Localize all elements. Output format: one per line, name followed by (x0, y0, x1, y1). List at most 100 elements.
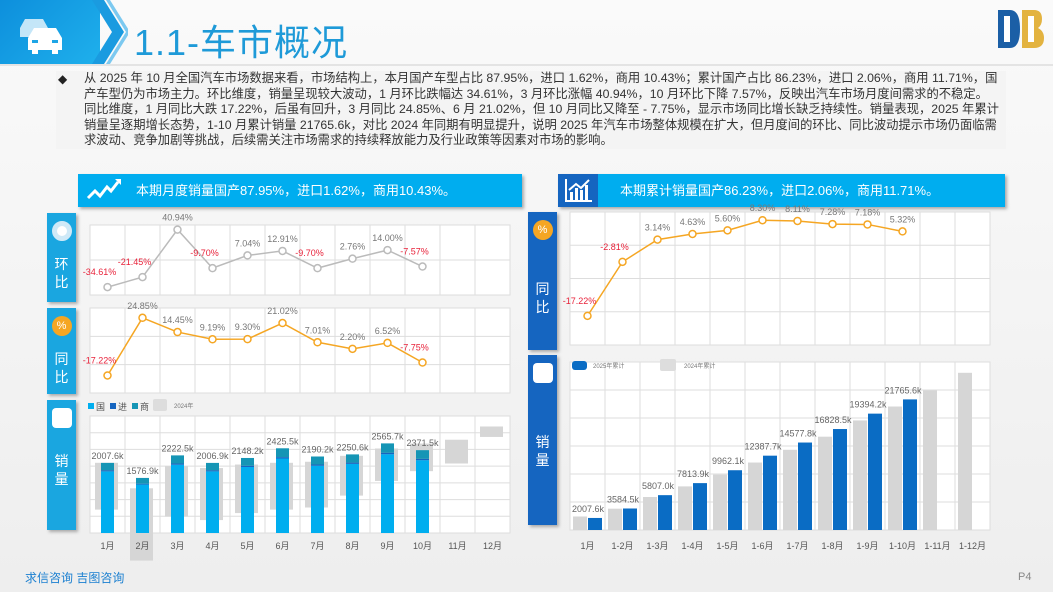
cum-yoy-data-label: 5.32% (890, 214, 916, 224)
x-tick-label: 3月 (170, 541, 184, 551)
bar-2025-cumulative (903, 399, 917, 530)
x-tick-label: 1-3月 (646, 541, 668, 551)
bar-commercial (311, 456, 324, 465)
yoy-point (103, 371, 112, 380)
bar-2025-cumulative (798, 442, 812, 530)
cumulative-data-label: 12387.7k (744, 442, 782, 452)
bar-domestic (136, 484, 149, 533)
bar-import (241, 465, 254, 468)
bar-import (416, 458, 429, 461)
cum-yoy-data-label: 7.18% (855, 207, 881, 217)
mom-series-line (107, 228, 423, 288)
bar-2024-cumulative (573, 516, 587, 530)
mom-data-label: -9.70% (190, 248, 219, 258)
bar-chart-icon (565, 179, 592, 202)
x-tick-label: 12月 (483, 541, 502, 551)
cum-yoy-data-label: 4.63% (680, 217, 706, 227)
cumulative-data-label: 9962.1k (712, 456, 745, 466)
x-tick-label: 1-2月 (611, 541, 633, 551)
yoy-data-label: 2.20% (340, 332, 366, 342)
bar-2025-cumulative (623, 508, 637, 530)
yoy-point (418, 358, 427, 367)
monthly-data-label: 2148.2k (231, 446, 264, 456)
yoy-point (278, 318, 287, 328)
bar-2025-cumulative (693, 483, 707, 530)
mom-point (243, 251, 252, 260)
monthly-data-label: 2222.5k (161, 443, 194, 453)
cumulative-banner: 本期累计销量国产86.23%，进口2.06%，商用11.71%。 (558, 174, 1005, 207)
x-tick-label: 6月 (275, 541, 289, 551)
x-tick-label: 7月 (310, 541, 324, 551)
cumulative-data-label: 19394.2k (849, 400, 887, 410)
side-label-sales: 销量 (47, 400, 76, 530)
x-tick-label: 1-7月 (786, 541, 808, 551)
page-number: P4 (1018, 571, 1032, 583)
bar-2024 (445, 439, 468, 464)
percent-icon: % (51, 316, 72, 336)
bar-import (311, 464, 324, 466)
yoy-series-line (106, 316, 423, 376)
x-tick-label: 9月 (380, 541, 394, 551)
bar-2024-cumulative (853, 420, 867, 530)
cumulative-data-label: 2007.6k (572, 504, 605, 514)
side-label-cum-sales: 销量 (528, 355, 557, 525)
diamond-bullet-icon: ◆ (58, 72, 68, 86)
monthly-banner: 本期月度销量国产87.95%，进口1.62%，商用10.43%。 (78, 174, 522, 207)
cum-yoy-point (688, 229, 697, 239)
x-tick-label: 5月 (240, 541, 254, 551)
bar-2025-cumulative (588, 517, 602, 530)
bar-domestic (206, 471, 219, 533)
bar-2024-cumulative (818, 436, 832, 530)
bar-2024-cumulative (713, 474, 727, 530)
cumulative-data-label: 21765.6k (884, 385, 922, 395)
bar-commercial (171, 455, 184, 464)
x-tick-label: 1-9月 (856, 541, 878, 551)
mom-data-label: 40.94% (162, 213, 193, 223)
yoy-point (243, 334, 252, 344)
mom-data-label: -9.70% (295, 248, 324, 258)
legend-swatch (132, 403, 138, 409)
cum-yoy-data-label: 7.28% (820, 207, 846, 217)
legend-label-2024: 2024年累计 (684, 362, 715, 370)
yoy-data-label: 21.02% (267, 306, 298, 316)
cum-yoy-point (758, 215, 767, 225)
cumulative-data-label: 14577.8k (779, 429, 817, 439)
bar-2024-cumulative (608, 508, 622, 530)
yoy-data-label: 14.45% (162, 315, 193, 325)
yoy-data-label: -7.75% (400, 342, 429, 352)
side-label-yoy-text: 同比 (54, 351, 69, 385)
summary-text: 从 2025 年 10 月全国汽车市场数据来看，市场结构上，本月国产车型占比 8… (56, 71, 1006, 149)
header-divider (0, 64, 1053, 66)
cum-yoy-data-label: 8.11% (785, 204, 810, 214)
x-tick-label: 4月 (205, 541, 219, 551)
cum-yoy-data-label: 5.60% (715, 213, 741, 223)
mom-data-label: -7.57% (400, 247, 429, 257)
x-tick-label: 1-10月 (889, 541, 916, 551)
side-label-mom-text: 环比 (54, 256, 69, 290)
x-tick-label: 1-6月 (751, 541, 773, 551)
mom-point (313, 263, 322, 273)
bar-commercial (136, 477, 149, 484)
bar-domestic (311, 465, 324, 533)
yoy-point (383, 338, 392, 348)
bar-commercial (241, 457, 254, 466)
footer-brand: 求信咨询 吉图咨询 (25, 571, 125, 585)
bar-domestic (101, 471, 114, 533)
mom-point (383, 245, 392, 255)
bar-2024-cumulative (748, 462, 762, 530)
bar-2024-cumulative (783, 449, 797, 530)
trend-up-icon (86, 179, 121, 200)
bar-commercial (101, 462, 114, 471)
bar-chart-icon (51, 408, 72, 428)
mom-point (138, 272, 147, 282)
cumulative-data-label: 7813.9k (677, 469, 710, 479)
bar-import (276, 457, 289, 459)
bar-domestic (346, 463, 359, 533)
bar-domestic (171, 464, 184, 533)
bar-2024-cumulative (643, 497, 657, 530)
x-tick-label: 1月 (580, 541, 594, 551)
x-tick-label: 1-12月 (959, 541, 986, 551)
yoy-data-label: 9.19% (200, 322, 226, 332)
bar-domestic (241, 467, 254, 533)
yoy-data-label: -17.22% (83, 355, 117, 365)
